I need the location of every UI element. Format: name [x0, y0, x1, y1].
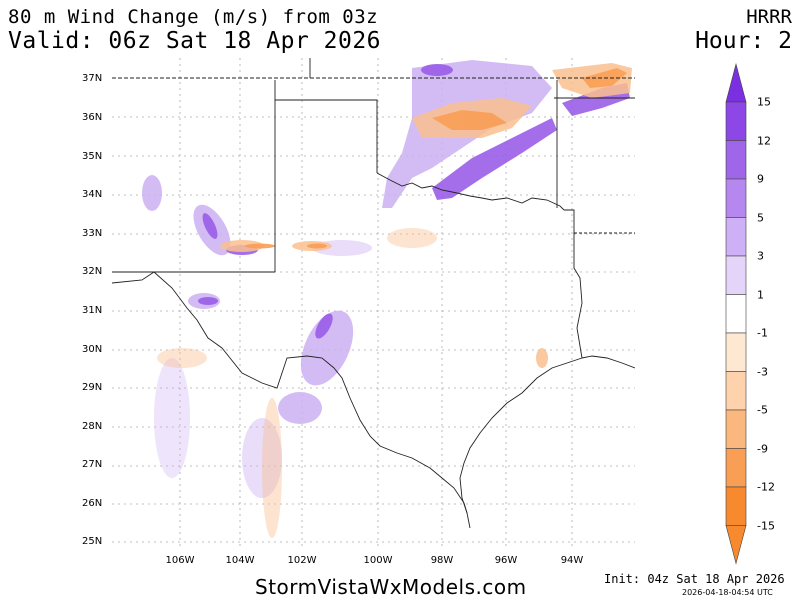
lat-lon-grid — [112, 58, 635, 550]
lon-label: 100W — [363, 555, 393, 566]
colorbar-cell — [725, 448, 747, 488]
colorbar-cell — [725, 371, 747, 411]
colorbar-cell — [725, 486, 747, 526]
forecast-hour: Hour: 2 — [695, 28, 792, 54]
lat-label: 30N — [82, 344, 103, 355]
valid-time: Valid: 06z Sat 18 Apr 2026 — [8, 28, 382, 54]
colorbar-label: 5 — [757, 211, 764, 224]
map-title: 80 m Wind Change (m/s) from 03z — [8, 6, 379, 28]
lat-label: 32N — [82, 266, 103, 277]
colorbar-cell — [725, 294, 747, 334]
lat-label: 28N — [82, 421, 103, 432]
colorbar-label: -5 — [757, 403, 768, 417]
lon-label: 106W — [165, 555, 195, 566]
lat-label: 27N — [82, 459, 103, 470]
init-time: Init: 04z Sat 18 Apr 2026 — [604, 572, 785, 586]
colorbar-label: 1 — [757, 288, 764, 301]
generated-timestamp: 2026-04-18-04:54 UTC — [682, 588, 773, 597]
colorbar-label: -12 — [757, 480, 775, 494]
weather-map — [112, 58, 635, 550]
lon-label: 96W — [494, 555, 518, 566]
model-name: HRRR — [746, 6, 792, 28]
colorbar-cell — [725, 332, 747, 372]
colorbar-label: -3 — [757, 365, 768, 378]
lat-label: 34N — [82, 189, 103, 200]
lon-label: 102W — [287, 555, 317, 566]
lat-label: 31N — [82, 305, 103, 316]
lon-label: 94W — [560, 555, 584, 566]
site-watermark: StormVistaWxModels.com — [255, 575, 527, 599]
colorbar-bottom-arrow — [725, 525, 747, 565]
lon-label: 98W — [430, 555, 454, 566]
lat-label: 25N — [82, 536, 103, 547]
colorbar-label: 9 — [757, 172, 764, 186]
colorbar-label: 3 — [757, 249, 764, 263]
color-scale-bar — [725, 62, 747, 565]
colorbar-label: -9 — [757, 442, 768, 455]
lat-label: 33N — [82, 228, 103, 239]
lat-label: 36N — [82, 112, 103, 123]
colorbar-cell — [725, 255, 747, 295]
lat-label: 29N — [82, 382, 103, 393]
lon-label: 104W — [225, 555, 255, 566]
boundaries — [112, 58, 635, 529]
colorbar-cell — [725, 140, 747, 180]
colorbar-label: -15 — [757, 519, 775, 532]
colorbar-label: 15 — [757, 95, 771, 109]
colorbar-cell — [725, 178, 747, 218]
colorbar-cell — [725, 409, 747, 449]
colorbar-cell — [725, 101, 747, 141]
wind-change-shading — [142, 60, 632, 538]
colorbar-cell — [725, 217, 747, 257]
colorbar-label: -1 — [757, 326, 768, 340]
colorbar-top-arrow — [725, 62, 747, 103]
lat-label: 37N — [82, 73, 103, 84]
colorbar-label: 12 — [757, 134, 771, 147]
lat-label: 26N — [82, 498, 103, 509]
lat-label: 35N — [82, 151, 103, 162]
